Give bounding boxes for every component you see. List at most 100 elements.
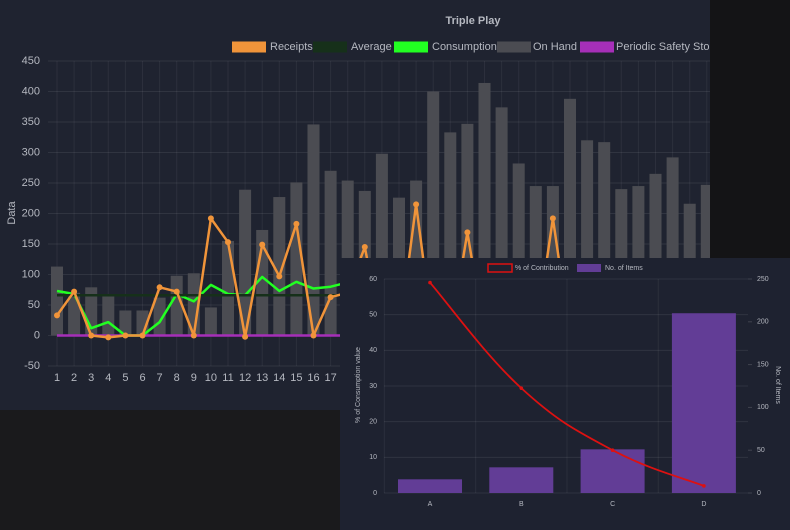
point (173, 288, 180, 295)
bar (324, 170, 337, 336)
bar (671, 313, 736, 493)
y-tick-label: 30 (369, 383, 377, 390)
point (702, 484, 706, 488)
y2-tick-label: 250 (757, 276, 769, 283)
chart-title: Triple Play (445, 15, 501, 27)
bar (153, 297, 166, 336)
y-tick-label: 0 (373, 490, 377, 497)
point (610, 448, 615, 452)
point (549, 215, 556, 222)
y-tick-label: 60 (369, 276, 377, 283)
legend-swatch (577, 264, 601, 272)
point (276, 273, 283, 280)
x-tick-label: 11 (222, 372, 233, 384)
point (71, 288, 78, 295)
point (105, 334, 112, 341)
point (361, 244, 368, 251)
x-tick-label: 5 (122, 372, 128, 384)
y-tick-label: 100 (22, 268, 40, 280)
x-tick-label: 8 (174, 372, 180, 384)
bar (239, 189, 252, 336)
y-tick-label: -50 (24, 360, 40, 372)
x-tick-label: A (428, 501, 433, 508)
legend-swatch (580, 41, 614, 53)
line (429, 281, 705, 487)
point (225, 239, 231, 246)
bar (102, 295, 115, 336)
bar (489, 467, 554, 493)
bar (580, 449, 645, 493)
bar (273, 197, 286, 336)
point (310, 332, 317, 339)
point (428, 280, 432, 285)
y-tick-label: 350 (22, 116, 40, 128)
legend-swatch (232, 41, 266, 53)
point (54, 312, 60, 319)
x-tick-label: 12 (239, 372, 251, 384)
x-tick-label: 4 (105, 372, 111, 384)
legend-label: % of Contribution (515, 265, 569, 272)
x-tick-label: 17 (324, 372, 336, 384)
legend-label: Consumption (432, 41, 497, 53)
x-tick-label: 2 (71, 372, 77, 384)
legend-label: On Hand (533, 41, 577, 53)
point (139, 332, 146, 339)
legend-label: Periodic Safety Stock (616, 41, 710, 53)
y-tick-label: 20 (369, 419, 377, 426)
x-tick-label: C (610, 501, 615, 508)
x-tick-label: 9 (191, 372, 197, 384)
legend-swatch (313, 41, 347, 53)
y-tick-label: 300 (22, 146, 40, 158)
y-tick-label: 250 (22, 177, 40, 189)
y-tick-label: 0 (34, 329, 40, 341)
bar (51, 266, 63, 336)
x-tick-label: 13 (256, 372, 268, 384)
point (327, 294, 334, 301)
bar (222, 240, 234, 336)
point (242, 333, 249, 340)
chart: % of Consumption value No. of Items 0 10 2… (340, 258, 790, 530)
point (122, 332, 129, 339)
bar (398, 479, 462, 493)
x-tick-label: 10 (205, 372, 217, 384)
y-tick-label: 400 (22, 85, 40, 97)
bar (119, 310, 132, 336)
legend-swatch (497, 41, 531, 53)
x-tick-label: 3 (88, 372, 94, 384)
bar (68, 292, 81, 336)
point (259, 241, 266, 248)
x-tick-label: 1 (54, 372, 60, 384)
y2-tick-label: 150 (757, 361, 769, 368)
legend-label: Average (351, 41, 392, 53)
bar (204, 307, 217, 336)
x-tick-label: 14 (273, 372, 285, 384)
legend-swatch (394, 41, 428, 53)
point (413, 201, 420, 208)
y-tick-label: 50 (28, 299, 40, 311)
point (293, 220, 300, 227)
point (207, 215, 214, 222)
point (519, 386, 524, 390)
y-tick-label: 10 (369, 454, 377, 461)
y-tick-label: 40 (369, 347, 377, 354)
y-tick-label: 450 (22, 55, 40, 67)
y-axis-title: Data (6, 201, 18, 225)
y2-tick-label: 0 (757, 490, 761, 497)
y2-tick-label: 200 (757, 319, 769, 326)
point (190, 332, 197, 339)
x-tick-label: 7 (157, 372, 163, 384)
y2-tick-label: 50 (757, 447, 765, 454)
point (88, 332, 95, 339)
bar (307, 124, 320, 336)
legend-label: No. of Items (605, 265, 643, 272)
x-tick-label: 16 (307, 372, 319, 384)
point (156, 284, 163, 291)
y-tick-label: 150 (22, 238, 40, 250)
y2-axis-title: No. of Items (774, 366, 781, 404)
legend-swatch (487, 263, 513, 273)
y-axis-title: % of Consumption value (355, 347, 362, 423)
y2-tick-label: 100 (757, 404, 769, 411)
x-tick-label: 15 (290, 372, 302, 384)
y-tick-label: 50 (369, 312, 377, 319)
